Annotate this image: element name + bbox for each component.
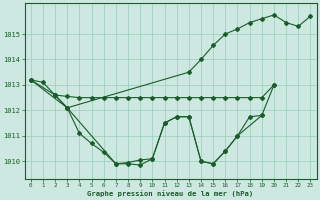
X-axis label: Graphe pression niveau de la mer (hPa): Graphe pression niveau de la mer (hPa): [87, 190, 254, 197]
